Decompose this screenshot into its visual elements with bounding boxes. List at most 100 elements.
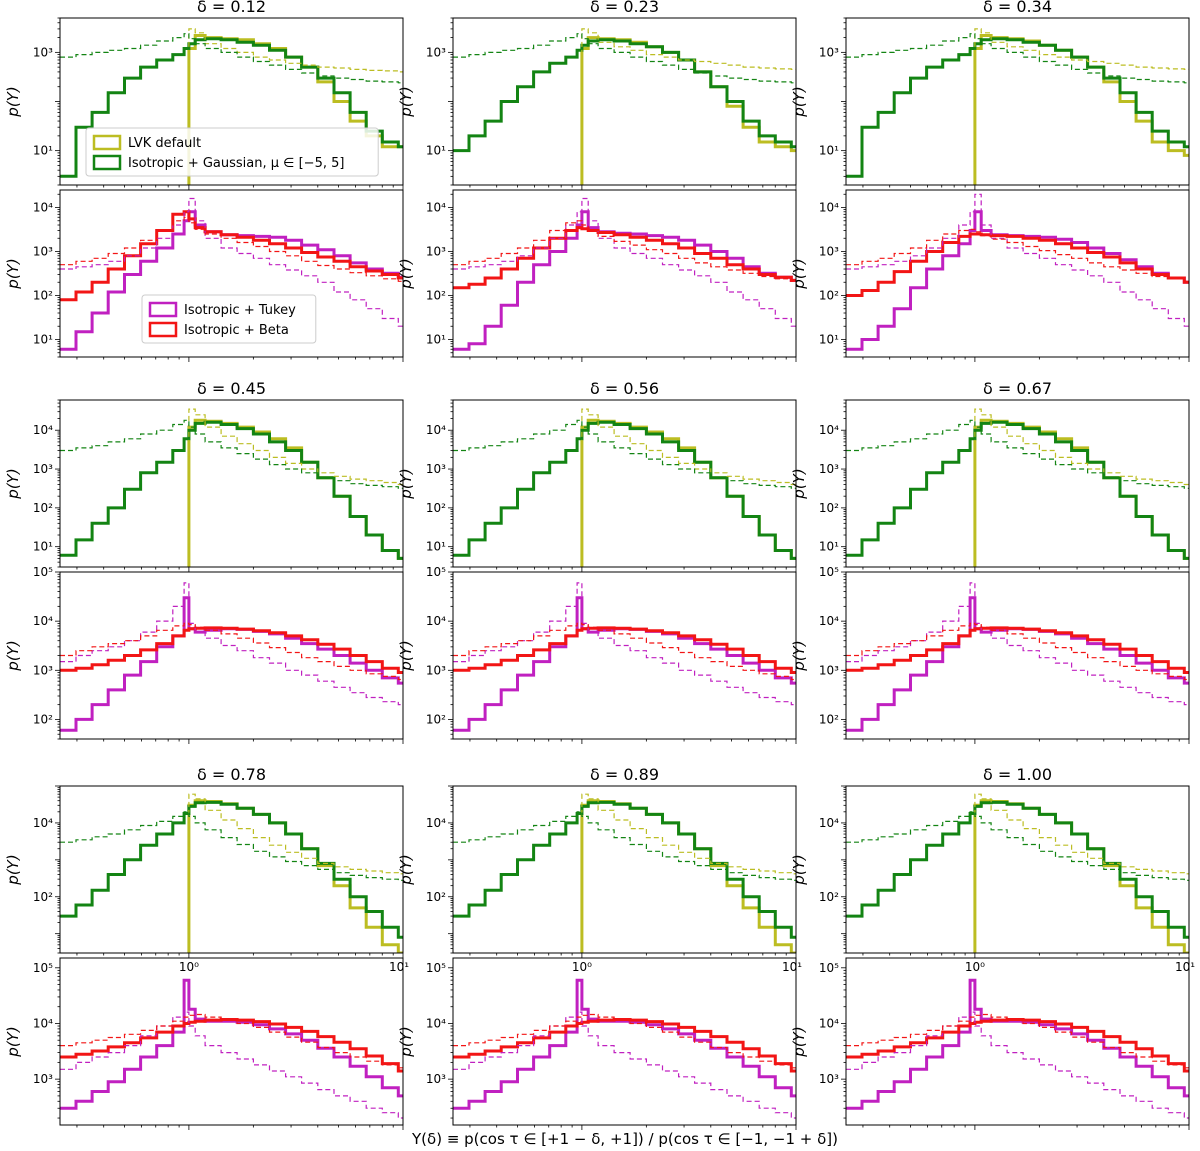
panel-6-top-series-4-dashed [846,419,1189,489]
y-tick-label: 10² [426,288,446,302]
panel-4-title: δ = 0.45 [197,379,266,398]
y-tick-label: 10³ [426,1072,446,1086]
panel-2-top-series-2-solid [453,38,796,153]
panel-3-bottom-frame [845,189,1190,358]
panel-4-bottom-series-3-dashed [60,582,403,706]
panel-2-top-series-3-dashed [581,28,796,185]
panel-8-bottom-axes: 10³ 10⁴ 10⁵ p(Y) [397,957,797,1130]
panel-4-top-series-3-dashed [188,408,403,567]
panel-1-title: δ = 0.12 [197,0,266,16]
panel-6-top-frame [845,399,1190,568]
panel-3-top-series-4-dashed [846,33,1189,84]
y-tick-label: 10¹ [33,144,53,158]
panel-7-top-axes: 10² 10⁴ 10⁰ 10¹ p(Y) [4,785,409,974]
panel-3-top-axes: 10¹ 10³ p(Y) [790,17,1190,190]
y-tick-label: 10⁴ [33,1016,53,1030]
panel-8-bottom-frame [452,957,797,1126]
legend-top: LVK default Isotropic + Gaussian, μ ∈ [−5… [85,127,379,177]
panel-1-bottom-axes: 10¹ 10² 10³ 10⁴ p(Y) [4,189,404,362]
y-tick-label: 10⁵ [426,565,446,579]
panel-6-top-series-2-solid [846,420,1189,560]
legend-bottom: Isotropic + Tukey Isotropic + Beta [141,294,317,344]
y-axis-label: p(Y) [790,86,808,117]
panel-4-bottom-series-1-solid [60,596,403,732]
y-tick-label: 10¹ [33,332,53,346]
y-tick-label: 10⁵ [33,961,53,975]
legend-top-swatch-1 [92,134,122,151]
y-axis-label: p(Y) [4,640,22,671]
y-axis-label: p(Y) [397,468,415,499]
y-tick-label: 10⁴ [426,423,446,437]
panel-4-bottom-axes: 10² 10³ 10⁴ 10⁵ p(Y) [4,565,404,744]
panel-9-top-series-3-dashed [974,793,1189,953]
y-axis-label: p(Y) [4,86,22,117]
panel-4-bottom-series-4-dashed [60,622,403,681]
panel-5-bottom-series-1-solid [453,596,796,732]
y-axis-label: p(Y) [790,1026,808,1057]
y-tick-label: 10² [819,890,839,904]
panel-3-top-series-2-solid [846,37,1189,178]
panel-9-bottom-frame [845,957,1190,1126]
y-tick-label: 10⁴ [33,201,53,215]
y-axis-label: p(Y) [790,640,808,671]
y-axis-label: p(Y) [4,468,22,499]
y-axis-label: p(Y) [4,854,22,885]
x-axis-label: Y(δ) ≡ p(cos τ ∈ [+1 − δ, +1]) / p(cos τ… [411,1130,838,1148]
panel-1-top-series-4-dashed [60,33,403,84]
panel-3-top-series-3-dashed [974,28,1189,185]
y-tick-label: 10³ [33,1072,53,1086]
y-tick-label: 10⁴ [819,201,839,215]
panel-7-top-series-3-dashed [188,793,403,953]
y-tick-label: 10⁵ [819,961,839,975]
y-tick-label: 10⁴ [426,1016,446,1030]
panel-5-bottom-series-3-dashed [453,582,796,706]
panel-8-top-series-3-dashed [581,793,796,953]
panel-5-bottom-axes: 10² 10³ 10⁴ 10⁵ p(Y) [397,565,797,744]
panel-6-title: δ = 0.67 [983,379,1052,398]
panel-7-bottom-series-3-dashed [60,1011,403,1119]
legend-top-box [85,127,379,177]
legend-bottom-swatch-1 [148,301,178,318]
panel-9-bottom-series-3-dashed [846,1011,1189,1119]
panel-9-top-axes: 10² 10⁴ 10⁰ 10¹ p(Y) [790,785,1195,974]
y-tick-label: 10³ [819,663,839,677]
panel-5-top-series-3-dashed [581,408,796,567]
panel-6-top-series-3-dashed [974,408,1189,567]
panel-9-bottom-series-4-dashed [846,1013,1189,1069]
panel-9-top-series-2-solid [846,800,1189,939]
panel-2-bottom-series-3-dashed [453,197,796,327]
panel-1-bottom-series-4-dashed [60,216,403,282]
panel-9-title: δ = 1.00 [983,765,1052,784]
y-axis-label: p(Y) [397,854,415,885]
y-tick-label: 10³ [33,245,53,259]
legend-bottom-label-1: Isotropic + Tukey [184,303,296,318]
panel-2-top-axes: 10¹ 10³ p(Y) [397,17,797,190]
panel-4-top-axes: 10¹ 10² 10³ 10⁴ p(Y) [4,399,404,572]
y-tick-label: 10³ [33,45,53,59]
y-tick-label: 10³ [426,45,446,59]
legend-top-label-1: LVK default [128,136,201,151]
x-tick-label: 10¹ [782,960,802,974]
y-tick-label: 10³ [819,1072,839,1086]
panel-9-bottom-axes: 10³ 10⁴ 10⁵ p(Y) [790,957,1190,1130]
panel-8-title: δ = 0.89 [590,765,659,784]
y-tick-label: 10⁵ [426,961,446,975]
y-axis-label: p(Y) [397,640,415,671]
panel-1-bottom-frame [59,189,404,358]
x-tick-label: 10⁰ [179,960,199,974]
y-tick-label: 10² [819,288,839,302]
y-tick-label: 10⁴ [33,614,53,628]
panel-3-bottom-series-3-dashed [846,193,1189,327]
y-tick-label: 10⁴ [33,423,53,437]
panel-6-bottom-axes: 10² 10³ 10⁴ 10⁵ p(Y) [790,565,1190,744]
panel-7-top-series-2-solid [60,800,403,939]
panel-6-bottom-series-4-dashed [846,622,1189,681]
panel-8-top-series-2-solid [453,800,796,939]
panel-8-bottom-series-4-dashed [453,1013,796,1069]
y-tick-label: 10³ [426,663,446,677]
y-tick-label: 10² [819,501,839,515]
panel-1-top-series-1-solid [187,34,403,185]
y-axis-label: p(Y) [790,258,808,289]
y-tick-label: 10⁴ [819,614,839,628]
